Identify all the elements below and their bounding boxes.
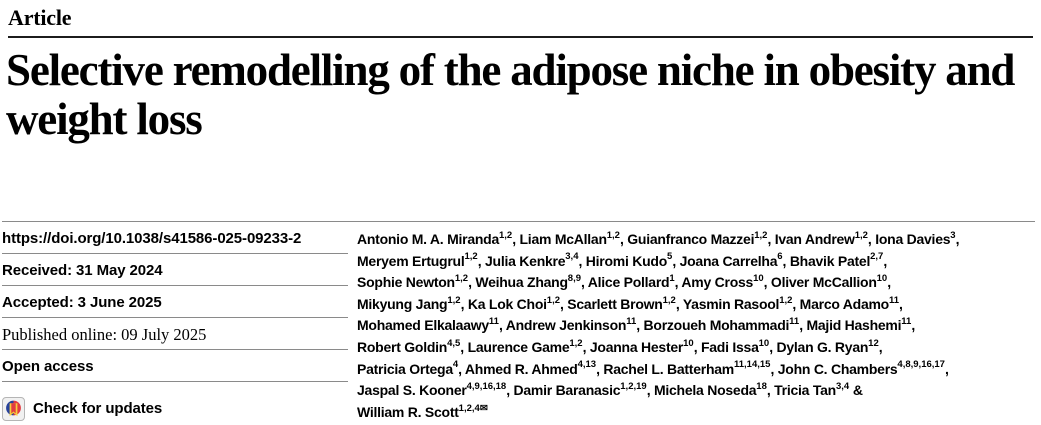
affiliation-superscript: 1,2 (464, 251, 478, 263)
affiliation-superscript: 1,2 (606, 229, 620, 241)
affiliation-superscript: 11 (901, 316, 912, 328)
check-updates-label[interactable]: Check for updates (33, 400, 163, 417)
author-line: Sophie Newton1,2, Weihua Zhang8,9, Alice… (357, 273, 891, 291)
affiliation-superscript: 12 (868, 337, 879, 349)
author-line: Antonio M. A. Miranda1,2, Liam McAllan1,… (357, 229, 960, 247)
affiliation-superscript: 4,9,16,18 (466, 381, 507, 392)
affiliation-superscript: 4,13 (577, 359, 597, 371)
affiliation-superscript: 3 (950, 229, 956, 241)
affiliation-superscript: 10 (753, 273, 764, 285)
published-date: Published online: 09 July 2025 (2, 325, 207, 344)
affiliation-superscript: 4 (452, 359, 459, 371)
affiliation-superscript: 11,14,15 (733, 359, 771, 371)
affiliation-superscript: 1,2 (447, 294, 461, 306)
check-updates-row[interactable]: Check for updates (2, 382, 348, 425)
affiliation-superscript: 8,9 (567, 273, 582, 285)
author-line: Jaspal S. Kooner4,9,16,18, Damir Baranas… (357, 381, 863, 399)
affiliation-superscript: 18 (756, 381, 767, 392)
affiliation-superscript: 11 (626, 316, 637, 328)
received-date: Received: 31 May 2024 (2, 262, 163, 279)
author-line: William R. Scott1,2,4✉ (357, 402, 488, 420)
crossmark-icon[interactable] (2, 396, 25, 421)
accepted-row: Accepted: 3 June 2025 (2, 286, 348, 318)
author-list: Antonio M. A. Miranda1,2, Liam McAllan1,… (348, 222, 1035, 425)
affiliation-superscript: 1,2,4 (458, 402, 480, 414)
affiliation-superscript: 10 (876, 273, 888, 285)
header-rule (8, 36, 1033, 38)
open-access-row: Open access (2, 350, 348, 382)
author-line: Mohamed Elkalaawy11, Andrew Jenkinson11,… (357, 316, 915, 334)
envelope-icon: ✉ (479, 402, 488, 414)
author-line: Mikyung Jang1,2, Ka Lok Choi1,2, Scarlet… (357, 294, 903, 312)
affiliation-superscript: 11 (789, 316, 800, 328)
published-row: Published online: 09 July 2025 (2, 318, 348, 350)
affiliation-superscript: 1,2,19 (620, 381, 647, 392)
affiliation-superscript: 1,2 (854, 229, 868, 241)
affiliation-superscript: 4,8,9,16,17 (897, 359, 945, 371)
article-type-label: Article (8, 5, 72, 30)
affiliation-superscript: 10 (683, 337, 694, 349)
author-line: Meryem Ertugrul1,2, Julia Kenkre3,4, Hir… (357, 251, 887, 269)
author-line: Patricia Ortega4, Ahmed R. Ahmed4,13, Ra… (357, 359, 949, 377)
affiliation-superscript: 1,2 (499, 229, 513, 241)
author-line: Robert Goldin4,5, Laurence Game1,2, Joan… (357, 337, 883, 355)
affiliation-superscript: 3,4 (565, 251, 579, 263)
affiliation-superscript: 3,4 (835, 381, 850, 392)
affiliation-superscript: 1,2 (779, 294, 793, 306)
doi-row: https://doi.org/10.1038/s41586-025-09233… (2, 222, 348, 254)
doi-link[interactable]: https://doi.org/10.1038/s41586-025-09233… (2, 230, 302, 247)
affiliation-superscript: 1 (669, 273, 675, 285)
affiliation-superscript: 1,2 (662, 294, 676, 306)
paper-title: Selective remodelling of the adipose nic… (6, 45, 1015, 144)
received-row: Received: 31 May 2024 (2, 254, 348, 286)
affiliation-superscript: 4,5 (447, 337, 461, 349)
affiliation-superscript: 11 (488, 316, 499, 328)
open-access-label: Open access (2, 358, 94, 375)
affiliation-superscript: 2,7 (870, 251, 884, 263)
affiliation-superscript: 1,2 (569, 337, 583, 349)
affiliation-superscript: 1,2 (454, 273, 469, 285)
content-section: https://doi.org/10.1038/s41586-025-09233… (2, 221, 1035, 425)
affiliation-superscript: 6 (777, 251, 783, 263)
affiliation-superscript: 5 (667, 251, 673, 263)
affiliation-superscript: 11 (889, 294, 900, 306)
affiliation-superscript: 10 (758, 337, 770, 349)
affiliation-superscript: 1,2 (546, 294, 560, 306)
affiliation-superscript: 1,2 (754, 229, 768, 241)
accepted-date: Accepted: 3 June 2025 (2, 294, 162, 311)
metadata-panel: https://doi.org/10.1038/s41586-025-09233… (2, 222, 348, 425)
